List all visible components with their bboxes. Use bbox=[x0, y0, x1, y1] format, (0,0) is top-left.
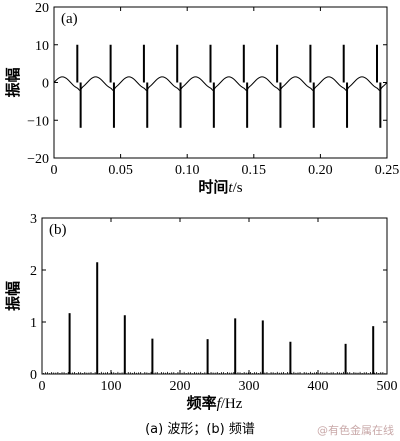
x-axis-label: 频率f/Hz bbox=[187, 394, 243, 412]
x-tick-label: 100 bbox=[101, 379, 122, 394]
y-tick-label: 1 bbox=[30, 316, 37, 331]
x-tick-label: 200 bbox=[170, 379, 191, 394]
y-axis-label: 振幅 bbox=[4, 281, 22, 311]
panel-label: (b) bbox=[49, 222, 67, 238]
y-tick-label: 3 bbox=[30, 212, 37, 227]
y-tick-label: −20 bbox=[27, 152, 49, 167]
waveform-panel: 0 0.05 0.10 0.15 0.20 0.25 −20 −10 0 10 20 (a) 振幅时间t… bbox=[4, 1, 399, 196]
x-tick-label: 500 bbox=[377, 379, 398, 394]
figure-caption: (a) 波形；(b) 频谱 bbox=[145, 422, 255, 437]
x-tick-label: 0.15 bbox=[242, 163, 267, 178]
y-tick-label: 0 bbox=[42, 77, 49, 92]
x-tick-label: 0 bbox=[39, 379, 46, 394]
x-tick-label: 0.10 bbox=[175, 163, 200, 178]
y-tick-label: 20 bbox=[35, 1, 49, 16]
plot-frame bbox=[41, 217, 388, 375]
x-tick-label: 300 bbox=[239, 379, 260, 394]
x-tick-label: 0 bbox=[51, 163, 58, 178]
x-axis-label-unit: /s bbox=[233, 180, 243, 196]
x-tick-label: 400 bbox=[308, 379, 329, 394]
x-axis-label-variable: t bbox=[228, 180, 233, 196]
watermark: @有色金属在线 bbox=[317, 424, 394, 437]
y-axis-label: 振幅 bbox=[4, 67, 22, 97]
x-axis-label-text: 时间 bbox=[198, 178, 228, 196]
x-tick-label: 0.05 bbox=[108, 163, 133, 178]
panel-label: (a) bbox=[61, 11, 78, 27]
spectrum-noise-floor bbox=[42, 371, 386, 374]
x-tick-label: 0.20 bbox=[308, 163, 333, 178]
y-tick-label: 2 bbox=[30, 264, 37, 279]
x-axis-label-unit: /Hz bbox=[221, 396, 243, 412]
x-axis-label: 时间t/s bbox=[198, 178, 242, 196]
y-tick-label: 10 bbox=[35, 39, 49, 54]
x-axis-label-variable: f bbox=[217, 396, 223, 412]
waveform-line bbox=[53, 76, 388, 91]
y-tick-label: −10 bbox=[27, 114, 49, 129]
x-axis-label-text: 频率 bbox=[187, 394, 217, 412]
y-tick-label: 0 bbox=[30, 368, 37, 383]
x-tick-label: 0.25 bbox=[375, 163, 400, 178]
